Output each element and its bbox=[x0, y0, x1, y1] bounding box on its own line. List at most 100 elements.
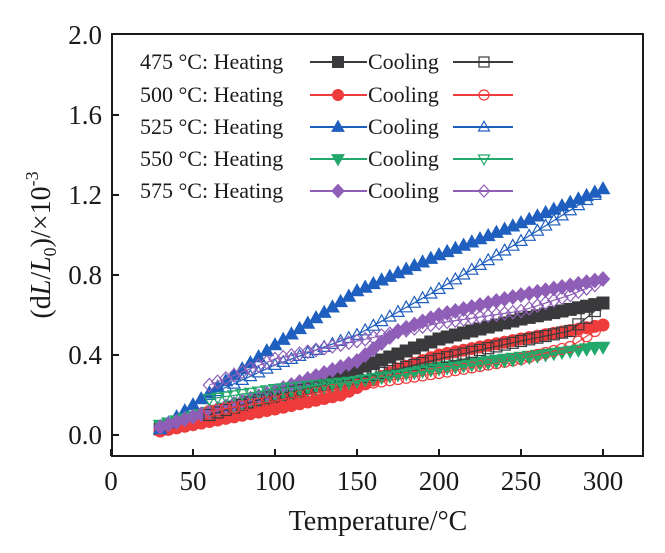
data-point bbox=[292, 346, 307, 362]
data-point bbox=[440, 363, 455, 376]
y-tick-label: 0.0 bbox=[68, 420, 102, 450]
data-point bbox=[308, 380, 324, 393]
data-point bbox=[243, 387, 258, 401]
legend-label: 500 °C: Heating bbox=[140, 82, 283, 107]
data-point bbox=[431, 364, 447, 377]
data-point bbox=[382, 371, 397, 384]
data-point bbox=[350, 378, 364, 392]
legend-marker bbox=[478, 56, 490, 68]
data-point bbox=[325, 338, 340, 354]
data-point bbox=[538, 295, 553, 311]
data-point bbox=[390, 370, 406, 383]
data-point bbox=[424, 368, 437, 381]
data-point bbox=[226, 390, 242, 403]
data-point bbox=[596, 296, 610, 310]
data-point bbox=[415, 319, 430, 335]
series-4-cooling bbox=[202, 277, 602, 393]
x-tick-label: 0 bbox=[104, 466, 118, 496]
data-point bbox=[350, 333, 364, 349]
legend-marker bbox=[332, 56, 344, 68]
x-tick-label: 200 bbox=[419, 466, 460, 496]
data-point bbox=[300, 380, 315, 394]
data-point bbox=[358, 331, 373, 347]
series-3-cooling bbox=[202, 342, 602, 407]
data-point bbox=[555, 326, 569, 339]
data-point bbox=[546, 292, 561, 308]
data-point bbox=[367, 376, 380, 389]
series-2-cooling bbox=[202, 187, 602, 400]
data-point bbox=[563, 346, 578, 359]
data-point bbox=[227, 367, 241, 383]
data-point bbox=[276, 349, 291, 365]
data-point bbox=[285, 391, 298, 404]
series-layer bbox=[152, 181, 611, 438]
y-tick-label: 0.4 bbox=[68, 340, 102, 370]
data-point bbox=[366, 373, 381, 387]
data-point bbox=[382, 326, 397, 342]
data-point bbox=[563, 287, 578, 303]
data-point bbox=[530, 298, 545, 314]
data-point bbox=[391, 324, 405, 340]
data-point bbox=[498, 338, 511, 351]
x-tick-label: 100 bbox=[255, 466, 296, 496]
data-point bbox=[284, 347, 299, 363]
data-point bbox=[530, 351, 545, 364]
data-point bbox=[284, 382, 299, 395]
data-point bbox=[235, 364, 250, 380]
data-point bbox=[448, 362, 463, 375]
data-point bbox=[408, 358, 421, 372]
legend-label: Cooling bbox=[368, 82, 439, 107]
data-point bbox=[235, 389, 250, 402]
y-tick-label: 1.2 bbox=[68, 180, 102, 210]
svg-text:(dL/L0)/×10-3: (dL/L0)/×10-3 bbox=[22, 171, 60, 318]
legend-label: 575 °C: Heating bbox=[140, 178, 283, 203]
data-point bbox=[539, 346, 552, 360]
data-point bbox=[210, 374, 225, 390]
data-point bbox=[514, 334, 528, 348]
data-point bbox=[432, 315, 446, 331]
legend-marker bbox=[477, 154, 491, 166]
data-point bbox=[358, 374, 373, 388]
data-point bbox=[497, 305, 512, 321]
data-point bbox=[317, 340, 332, 356]
data-point bbox=[374, 328, 389, 344]
data-point bbox=[481, 308, 496, 324]
legend-entry: 500 °C: Heating Cooling bbox=[140, 82, 513, 107]
data-point bbox=[375, 375, 388, 388]
data-point bbox=[399, 322, 414, 338]
data-point bbox=[489, 307, 504, 323]
data-point bbox=[432, 366, 446, 380]
data-point bbox=[333, 377, 348, 391]
legend-marker bbox=[331, 119, 345, 132]
data-point bbox=[489, 357, 504, 370]
data-point bbox=[260, 391, 273, 404]
data-point bbox=[400, 371, 413, 384]
data-point bbox=[202, 394, 217, 407]
data-point bbox=[383, 374, 396, 387]
data-point bbox=[423, 365, 438, 378]
data-point bbox=[391, 372, 405, 386]
legend: 475 °C: Heating Cooling 500 °C: Heating Coo… bbox=[140, 49, 513, 203]
data-point bbox=[341, 376, 356, 390]
data-point bbox=[416, 369, 429, 382]
data-point bbox=[531, 331, 544, 344]
data-point bbox=[268, 351, 282, 367]
legend-label: Cooling bbox=[368, 146, 439, 171]
x-tick-label: 50 bbox=[180, 466, 207, 496]
data-point bbox=[424, 354, 437, 368]
legend-label: 525 °C: Heating bbox=[140, 114, 283, 139]
data-point bbox=[441, 351, 454, 364]
data-point bbox=[579, 280, 594, 296]
data-point bbox=[579, 343, 594, 356]
data-point bbox=[415, 366, 430, 379]
data-point bbox=[251, 358, 266, 373]
data-point bbox=[292, 381, 307, 395]
data-point bbox=[276, 383, 291, 396]
legend-marker bbox=[478, 89, 490, 101]
data-point bbox=[416, 356, 429, 370]
data-point bbox=[211, 406, 224, 419]
data-point bbox=[482, 342, 495, 355]
data-point bbox=[587, 342, 602, 355]
data-point bbox=[564, 324, 577, 338]
data-point bbox=[596, 318, 610, 332]
